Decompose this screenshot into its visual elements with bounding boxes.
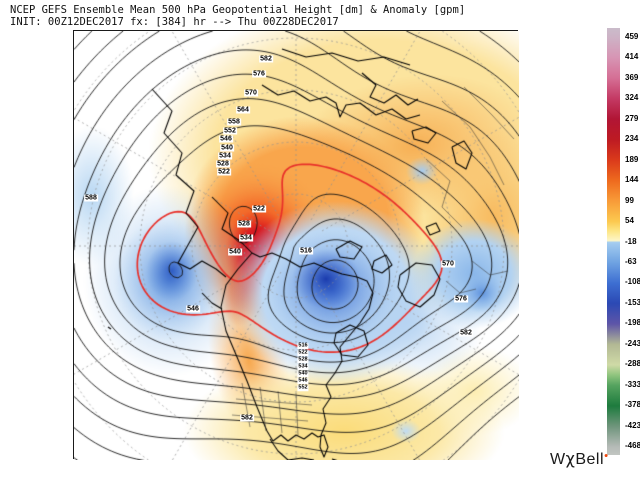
- colorbar-tick-label: -198: [625, 318, 640, 328]
- colorbar-tick-label: 144: [625, 175, 639, 185]
- colorbar-tick-label: 234: [625, 134, 639, 144]
- colorbar-tick-label: 369: [625, 72, 639, 82]
- logo-registered-mark: ●: [604, 452, 609, 460]
- colorbar-tick-label: -423: [625, 420, 640, 430]
- colorbar-tick-label: -108: [625, 277, 640, 287]
- logo-text-w: W: [550, 451, 566, 468]
- logo-text-chi: χ: [565, 449, 576, 468]
- colorbar-tick-label: 279: [625, 113, 639, 123]
- colorbar-tick-label: 324: [625, 93, 639, 103]
- colorbar-tick-label: 414: [625, 52, 639, 62]
- colorbar-tick-label: 459: [625, 32, 639, 41]
- polar-weather-map-canvas: [74, 31, 519, 460]
- colorbar-tick-label: -468: [625, 441, 640, 450]
- colorbar-tick-label: -333: [625, 379, 640, 389]
- map-title: NCEP GEFS Ensemble Mean 500 hPa Geopoten…: [10, 4, 466, 16]
- colorbar-tick-label: 189: [625, 154, 639, 164]
- colorbar-tick-label: -378: [625, 400, 640, 410]
- colorbar-tick-label: -18: [625, 236, 637, 246]
- colorbar-tick-label: 54: [625, 216, 634, 226]
- colorbar-tick-label: -288: [625, 359, 640, 369]
- weatherbell-logo: WχBell●: [550, 449, 609, 469]
- logo-text-bell: Bell: [575, 451, 605, 468]
- colorbar-tick-label: -243: [625, 338, 640, 348]
- colorbar-tick-label: -153: [625, 297, 640, 307]
- colorbar-tick-label: 99: [625, 195, 634, 205]
- colorbar-tick-label: -63: [625, 256, 637, 266]
- map-init-valid-line: INIT: 00Z12DEC2017 fx: [384] hr --> Thu …: [10, 16, 339, 28]
- map-frame: 582 576 570 564 558 552 546 540 534 528 522 522 528 5…: [73, 30, 519, 460]
- anomaly-colorbar: [607, 28, 620, 455]
